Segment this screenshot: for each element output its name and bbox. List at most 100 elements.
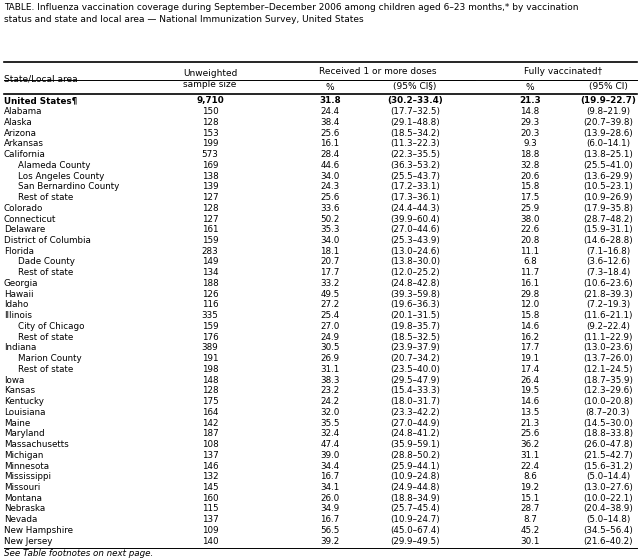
- Text: (7.2–19.3): (7.2–19.3): [586, 300, 630, 310]
- Text: 137: 137: [202, 515, 219, 524]
- Text: 198: 198: [202, 365, 219, 374]
- Text: 34.9: 34.9: [320, 504, 340, 514]
- Text: City of Chicago: City of Chicago: [18, 322, 85, 331]
- Text: 134: 134: [202, 268, 219, 277]
- Text: Massachusetts: Massachusetts: [4, 440, 69, 449]
- Text: (27.0–44.9): (27.0–44.9): [390, 419, 440, 428]
- Text: 34.1: 34.1: [320, 483, 340, 492]
- Text: 11.7: 11.7: [520, 268, 540, 277]
- Text: 13.5: 13.5: [520, 408, 540, 417]
- Text: (14.5–30.0): (14.5–30.0): [583, 419, 633, 428]
- Text: (13.7–26.0): (13.7–26.0): [583, 354, 633, 363]
- Text: (21.6–40.2): (21.6–40.2): [583, 537, 633, 546]
- Text: 27.0: 27.0: [320, 322, 340, 331]
- Text: 32.4: 32.4: [320, 429, 340, 438]
- Text: %: %: [326, 83, 335, 92]
- Text: 30.5: 30.5: [320, 343, 340, 352]
- Text: 17.5: 17.5: [520, 193, 540, 202]
- Text: (28.7–48.2): (28.7–48.2): [583, 215, 633, 224]
- Text: (3.6–12.6): (3.6–12.6): [586, 258, 630, 267]
- Text: (11.6–21.1): (11.6–21.1): [583, 311, 633, 320]
- Text: New Hampshire: New Hampshire: [4, 526, 73, 535]
- Text: 26.4: 26.4: [520, 376, 540, 385]
- Text: (20.7–39.8): (20.7–39.8): [583, 118, 633, 127]
- Text: (13.0–23.6): (13.0–23.6): [583, 343, 633, 352]
- Text: 36.2: 36.2: [520, 440, 540, 449]
- Text: Maryland: Maryland: [4, 429, 45, 438]
- Text: 35.5: 35.5: [320, 419, 340, 428]
- Text: (15.4–33.3): (15.4–33.3): [390, 386, 440, 395]
- Text: Missouri: Missouri: [4, 483, 40, 492]
- Text: 29.8: 29.8: [520, 290, 540, 299]
- Text: 33.6: 33.6: [320, 204, 340, 213]
- Text: 25.4: 25.4: [320, 311, 340, 320]
- Text: 34.0: 34.0: [320, 236, 340, 245]
- Text: (10.5–23.1): (10.5–23.1): [583, 182, 633, 191]
- Text: Rest of state: Rest of state: [18, 193, 73, 202]
- Text: Arkansas: Arkansas: [4, 139, 44, 148]
- Text: 38.3: 38.3: [320, 376, 340, 385]
- Text: Alameda County: Alameda County: [18, 161, 90, 170]
- Text: 108: 108: [202, 440, 219, 449]
- Text: 47.4: 47.4: [320, 440, 340, 449]
- Text: 20.6: 20.6: [520, 172, 540, 181]
- Text: Rest of state: Rest of state: [18, 333, 73, 342]
- Text: 150: 150: [202, 107, 219, 116]
- Text: (95% CI§): (95% CI§): [394, 83, 437, 92]
- Text: 6.8: 6.8: [523, 258, 537, 267]
- Text: 16.1: 16.1: [320, 139, 340, 148]
- Text: (20.4–38.9): (20.4–38.9): [583, 504, 633, 514]
- Text: (25.5–43.7): (25.5–43.7): [390, 172, 440, 181]
- Text: 21.3: 21.3: [520, 419, 540, 428]
- Text: 25.6: 25.6: [320, 129, 340, 138]
- Text: (15.6–31.2): (15.6–31.2): [583, 462, 633, 471]
- Text: (9.2–22.4): (9.2–22.4): [586, 322, 630, 331]
- Text: 56.5: 56.5: [320, 526, 340, 535]
- Text: (21.5–42.7): (21.5–42.7): [583, 451, 633, 459]
- Text: 146: 146: [202, 462, 218, 471]
- Text: Mississippi: Mississippi: [4, 472, 51, 481]
- Text: 24.3: 24.3: [320, 182, 340, 191]
- Text: (20.1–31.5): (20.1–31.5): [390, 311, 440, 320]
- Text: (10.0–20.8): (10.0–20.8): [583, 397, 633, 406]
- Text: Michigan: Michigan: [4, 451, 44, 459]
- Text: (26.0–47.8): (26.0–47.8): [583, 440, 633, 449]
- Text: 18.1: 18.1: [320, 247, 340, 255]
- Text: 24.4: 24.4: [320, 107, 340, 116]
- Text: 49.5: 49.5: [320, 290, 340, 299]
- Text: (12.1–24.5): (12.1–24.5): [583, 365, 633, 374]
- Text: 20.8: 20.8: [520, 236, 540, 245]
- Text: 19.1: 19.1: [520, 354, 540, 363]
- Text: Hawaii: Hawaii: [4, 290, 33, 299]
- Text: 169: 169: [202, 161, 218, 170]
- Text: Received 1 or more doses: Received 1 or more doses: [319, 67, 437, 75]
- Text: 39.0: 39.0: [320, 451, 340, 459]
- Text: 187: 187: [202, 429, 219, 438]
- Text: (95% CI): (95% CI): [588, 83, 628, 92]
- Text: Nebraska: Nebraska: [4, 504, 46, 514]
- Text: Dade County: Dade County: [18, 258, 75, 267]
- Text: (23.5–40.0): (23.5–40.0): [390, 365, 440, 374]
- Text: (39.9–60.4): (39.9–60.4): [390, 215, 440, 224]
- Text: 140: 140: [202, 537, 219, 546]
- Text: 25.6: 25.6: [520, 429, 540, 438]
- Text: United States¶: United States¶: [4, 96, 78, 106]
- Text: (7.3–18.4): (7.3–18.4): [586, 268, 630, 277]
- Text: 28.4: 28.4: [320, 150, 340, 159]
- Text: (10.6–23.6): (10.6–23.6): [583, 279, 633, 288]
- Text: Iowa: Iowa: [4, 376, 24, 385]
- Text: (25.5–41.0): (25.5–41.0): [583, 161, 633, 170]
- Text: 176: 176: [202, 333, 219, 342]
- Text: (13.0–27.6): (13.0–27.6): [583, 483, 633, 492]
- Text: See Table footnotes on next page.: See Table footnotes on next page.: [4, 549, 153, 558]
- Text: (13.6–29.9): (13.6–29.9): [583, 172, 633, 181]
- Text: %: %: [526, 83, 535, 92]
- Text: San Bernardino County: San Bernardino County: [18, 182, 119, 191]
- Text: 145: 145: [202, 483, 219, 492]
- Text: (14.6–28.8): (14.6–28.8): [583, 236, 633, 245]
- Text: (24.4–44.3): (24.4–44.3): [390, 204, 440, 213]
- Text: 27.2: 27.2: [320, 300, 340, 310]
- Text: (11.1–22.9): (11.1–22.9): [583, 333, 633, 342]
- Text: 20.3: 20.3: [520, 129, 540, 138]
- Text: 16.7: 16.7: [320, 515, 340, 524]
